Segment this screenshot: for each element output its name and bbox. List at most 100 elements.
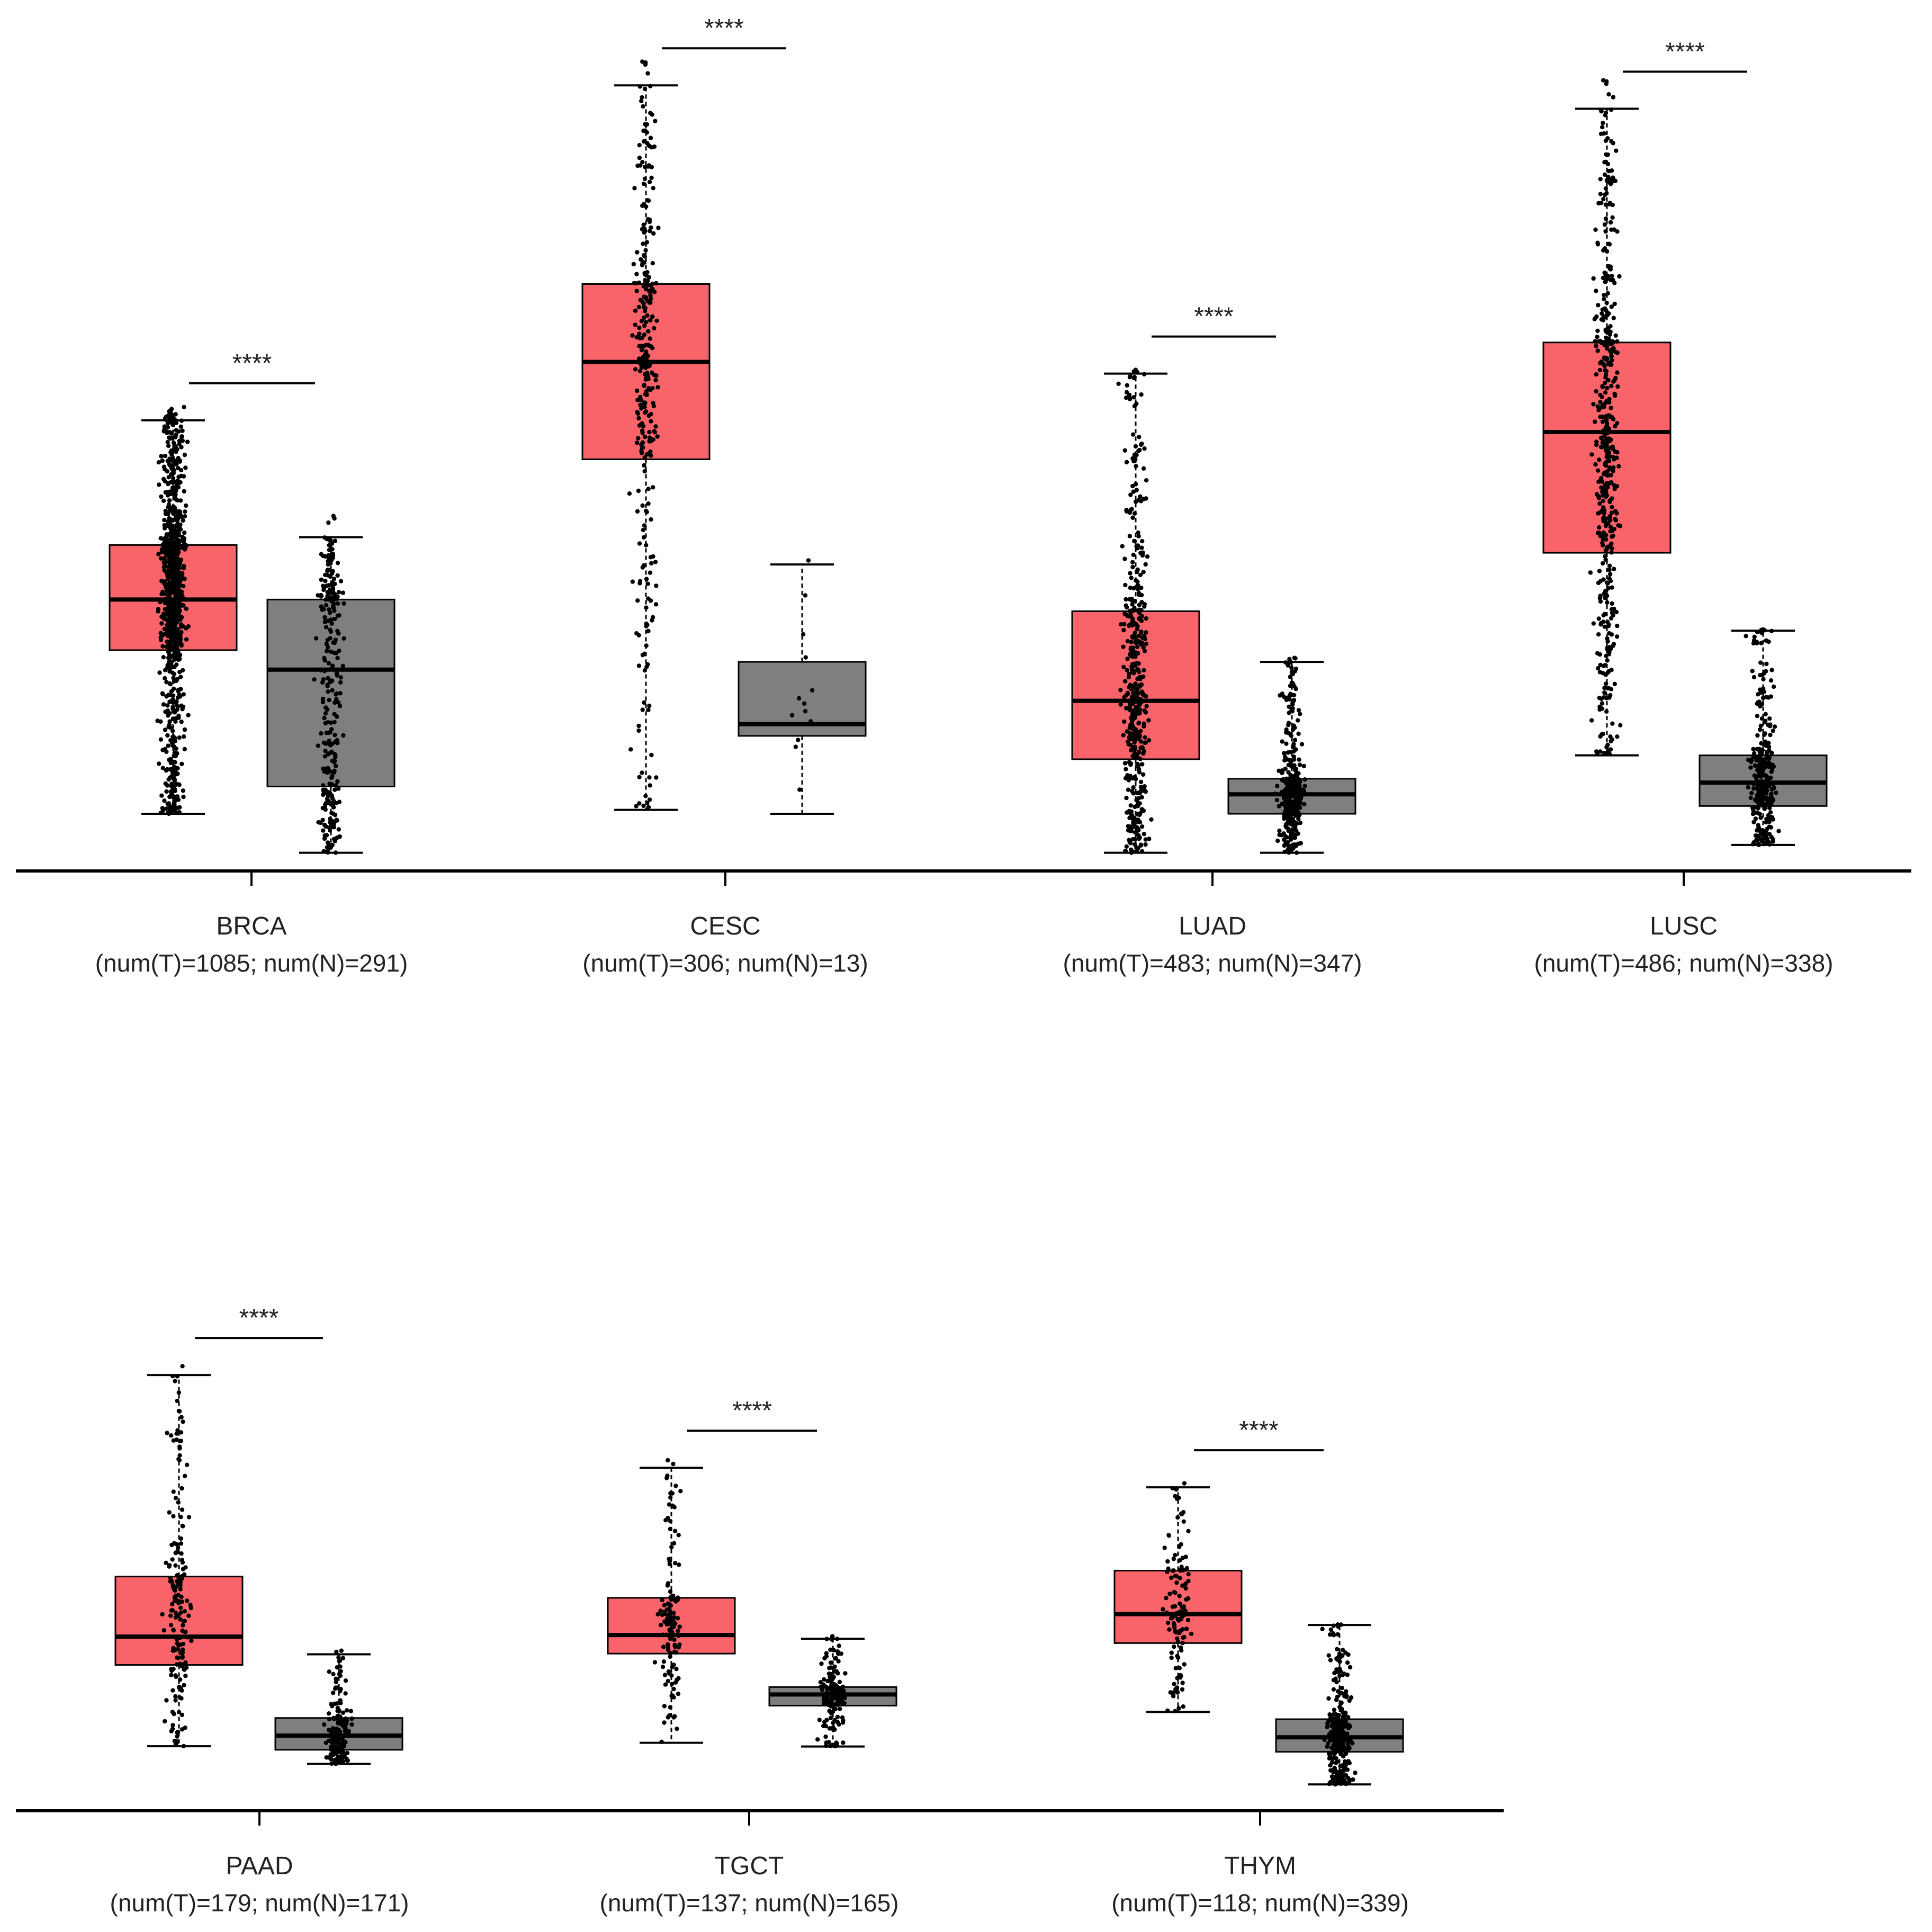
tumor-point: [1127, 622, 1133, 627]
normal-points: [1273, 655, 1307, 855]
tumor-point: [647, 775, 652, 780]
tumor-point: [646, 386, 651, 391]
tumor-point: [1599, 706, 1605, 711]
tumor-point: [639, 442, 644, 447]
tumor-point: [630, 579, 635, 584]
normal-point: [1769, 769, 1774, 774]
tumor-point: [1135, 690, 1140, 696]
cancer-label: TGCT: [715, 1852, 784, 1880]
tumor-point: [654, 318, 659, 323]
tumor-point: [648, 290, 653, 295]
normal-point: [1762, 765, 1767, 770]
tumor-point: [172, 552, 177, 557]
tumor-point: [644, 357, 649, 362]
tumor-point: [1607, 499, 1612, 504]
tumor-point: [636, 663, 642, 668]
tumor-point: [637, 775, 642, 780]
normal-point: [793, 744, 798, 749]
tumor-point: [174, 459, 178, 463]
normal-point: [1289, 666, 1294, 670]
normal-point: [344, 1756, 349, 1762]
normal-point: [1291, 693, 1297, 698]
tumor-point: [639, 257, 643, 262]
normal-point: [1292, 738, 1298, 742]
normal-point: [1345, 1735, 1350, 1740]
normal-point: [826, 1740, 831, 1745]
tumor-point: [649, 165, 654, 169]
normal-point: [1275, 784, 1280, 788]
tumor-point: [1126, 824, 1130, 829]
tumor-point: [1126, 614, 1130, 619]
tumor-point: [646, 164, 651, 169]
normal-point: [343, 1691, 348, 1696]
normal-point: [1751, 675, 1757, 680]
tumor-point: [1132, 740, 1137, 745]
tumor-point: [1133, 444, 1138, 449]
tumor-point: [1138, 785, 1144, 789]
tumor-point: [1139, 849, 1145, 854]
normal-point: [1335, 1745, 1340, 1750]
tumor-point: [1591, 276, 1596, 281]
tumor-point: [163, 453, 168, 459]
tumor-point: [1125, 668, 1129, 673]
normal-point: [1746, 785, 1750, 790]
normal-point: [1287, 788, 1292, 793]
tumor-point: [172, 777, 177, 783]
tumor-point: [1133, 631, 1137, 635]
normal-point: [1340, 1673, 1345, 1677]
normal-point: [821, 1723, 826, 1728]
tumor-point: [635, 398, 640, 402]
tumor-point: [660, 1597, 664, 1603]
tumor-point: [177, 810, 182, 815]
tumor-point: [1608, 329, 1613, 334]
normal-point: [326, 741, 331, 746]
normal-point: [1332, 1670, 1337, 1676]
tumor-point: [1128, 723, 1133, 727]
normal-point: [1756, 805, 1761, 810]
panel-cesc: ****CESC(num(T)=306; num(N)=13): [581, 14, 868, 977]
normal-point: [326, 798, 331, 803]
tumor-point: [1606, 436, 1611, 441]
tumor-point: [1611, 316, 1616, 320]
normal-point: [1769, 628, 1774, 634]
tumor-point: [1604, 79, 1609, 84]
tumor-point: [1599, 701, 1605, 706]
normal-point: [796, 738, 801, 742]
tumor-point: [671, 1663, 676, 1667]
normal-point: [1290, 671, 1296, 676]
normal-point: [1763, 805, 1767, 811]
tumor-point: [641, 104, 645, 109]
tumor-point: [1146, 718, 1151, 723]
normal-point: [326, 645, 330, 650]
tumor-point: [1133, 837, 1137, 842]
normal-point: [1756, 692, 1760, 697]
tumor-point: [637, 331, 642, 336]
tumor-point: [1164, 1595, 1169, 1601]
normal-point: [330, 1726, 335, 1731]
tumor-point: [639, 365, 644, 370]
tumor-point: [1133, 699, 1138, 704]
tumor-point: [1131, 825, 1136, 830]
tumor-point: [165, 703, 170, 708]
tumor-point: [161, 591, 166, 596]
tumor-point: [1600, 125, 1605, 130]
sample-counts-label: (num(T)=306; num(N)=13): [582, 949, 868, 977]
normal-point: [1283, 766, 1288, 771]
normal-point: [1345, 1731, 1350, 1736]
tumor-point: [1608, 445, 1613, 450]
tumor-point: [1615, 351, 1620, 355]
normal-point: [1757, 812, 1762, 816]
tumor-point: [169, 1673, 174, 1677]
tumor-point: [648, 598, 653, 603]
tumor-point: [642, 165, 648, 169]
tumor-point: [1130, 694, 1135, 699]
normal-point: [1762, 829, 1766, 834]
normal-point: [1764, 638, 1768, 643]
tumor-point: [1135, 627, 1139, 632]
tumor-point: [646, 329, 651, 334]
normal-point: [1765, 752, 1769, 757]
tumor-point: [1128, 586, 1133, 590]
tumor-point: [645, 801, 650, 805]
tumor-point: [659, 1622, 663, 1628]
tumor-point: [1596, 408, 1601, 412]
